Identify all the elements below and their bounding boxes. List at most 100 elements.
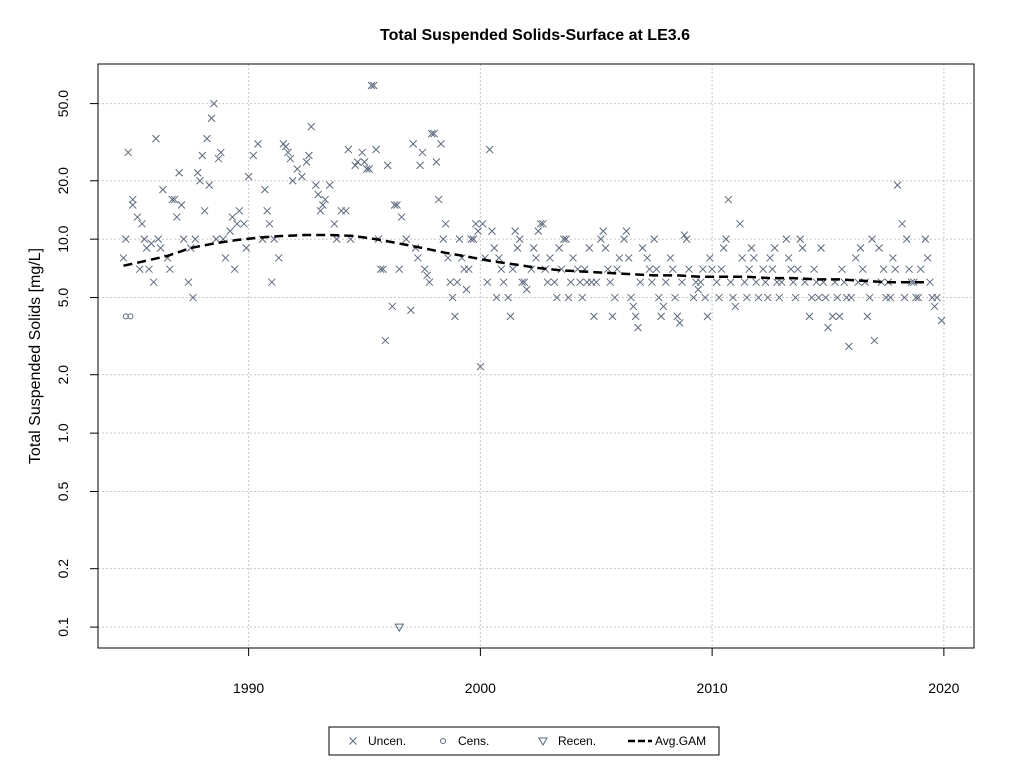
uncensored-point (325, 181, 334, 189)
uncensored-point (128, 195, 137, 204)
y-tick-label: 1.0 (55, 423, 71, 443)
uncensored-point (469, 235, 478, 244)
uncensored-point (351, 161, 360, 170)
y-tick-label: 2.0 (55, 365, 71, 385)
uncensored-point (135, 265, 144, 274)
x-axis: 1990 2000 2010 2020 (233, 648, 960, 696)
uncensored-point (212, 235, 221, 244)
uncensored-point (708, 265, 716, 274)
uncensored-point (851, 254, 860, 262)
uncensored-point (886, 293, 895, 302)
uncensored-point (193, 168, 202, 177)
uncensored-point (729, 293, 737, 302)
uncensored-point (467, 235, 475, 244)
uncensored-point (817, 244, 825, 252)
uncensored-point (682, 235, 691, 244)
uncensored-point (828, 312, 837, 321)
uncensored-point (784, 254, 793, 262)
y-tick-label: 50.0 (55, 90, 71, 117)
uncensored-point (937, 316, 946, 325)
uncensored-point (916, 265, 925, 274)
uncensored-point (453, 278, 462, 287)
uncensored-point (921, 235, 930, 244)
uncensored-point (307, 122, 316, 131)
uncensored-point (654, 293, 663, 302)
uncensored-point (889, 254, 897, 262)
uncensored-point (133, 213, 142, 221)
uncensored-point (745, 265, 754, 274)
uncensored-point (620, 235, 628, 244)
uncensored-point (933, 293, 941, 302)
uncensored-point (390, 201, 399, 209)
uncensored-point (383, 161, 392, 170)
y-tick-label: 0.5 (55, 482, 71, 502)
uncensored-point (868, 235, 876, 244)
x-tick-label: 2000 (465, 680, 496, 696)
uncensored-point (318, 201, 327, 209)
legend-label: Uncen. (368, 734, 406, 748)
legend-circle-symbol (440, 738, 446, 744)
uncensored-point (863, 312, 872, 321)
uncensored-point (749, 254, 758, 262)
uncensored-point (794, 265, 802, 274)
uncensored-point (902, 235, 911, 244)
uncensored-point (210, 99, 218, 108)
uncensored-point (254, 140, 262, 148)
uncensored-point (678, 278, 686, 287)
uncensored-point (699, 265, 707, 274)
uncensored-point (763, 293, 772, 302)
uncensored-point (365, 165, 373, 173)
uncensored-point (189, 293, 197, 302)
uncensored-point (865, 293, 874, 302)
uncensored-point (483, 278, 492, 287)
uncensored-point (930, 302, 939, 311)
uncensored-point (562, 235, 570, 244)
uncensored-point (504, 293, 513, 302)
uncensored-point (546, 254, 554, 262)
uncensored-point (634, 323, 642, 332)
uncensored-point (207, 114, 216, 123)
uncensored-point (298, 172, 306, 181)
uncensored-point (636, 278, 645, 287)
uncensored-point (286, 154, 295, 163)
uncensored-point (845, 342, 853, 351)
uncensored-point (576, 278, 584, 287)
uncensored-point (559, 235, 568, 244)
uncensored-point (191, 235, 200, 244)
uncensored-point (411, 244, 420, 252)
uncensored-point (311, 181, 320, 189)
uncensored-point (305, 151, 313, 160)
uncensored-point (631, 312, 640, 321)
uncensored-point (230, 265, 239, 274)
uncensored-point (342, 206, 350, 215)
uncensored-point (267, 278, 276, 287)
uncensored-point (622, 227, 631, 235)
uncensored-point (203, 134, 211, 143)
uncensored-point (599, 227, 608, 235)
uncensored-point (898, 219, 907, 228)
uncensored-point (200, 206, 209, 215)
uncensored-point (675, 319, 684, 327)
uncensored-point (536, 219, 545, 228)
uncensored-point (235, 206, 244, 215)
uncensored-point (205, 181, 214, 189)
uncensored-point (870, 336, 879, 345)
uncensored-point (485, 145, 494, 154)
uncensored-point (907, 278, 916, 287)
uncensored-point (569, 254, 577, 262)
uncensored-point (668, 265, 677, 274)
uncensored-point (344, 145, 353, 154)
uncensored-point (265, 219, 274, 228)
uncensored-point (534, 227, 543, 235)
uncensored-point (314, 190, 323, 199)
uncensored-point (242, 244, 251, 252)
gam-line (123, 233, 928, 284)
uncensored-point (121, 235, 130, 244)
uncensored-point (627, 293, 635, 302)
y-tick-label: 20.0 (55, 167, 71, 194)
grid (98, 64, 974, 648)
uncensored-point (722, 235, 730, 244)
uncensored-point (172, 213, 181, 221)
x-tick-label: 1990 (233, 680, 264, 696)
uncensored-point (856, 244, 865, 252)
